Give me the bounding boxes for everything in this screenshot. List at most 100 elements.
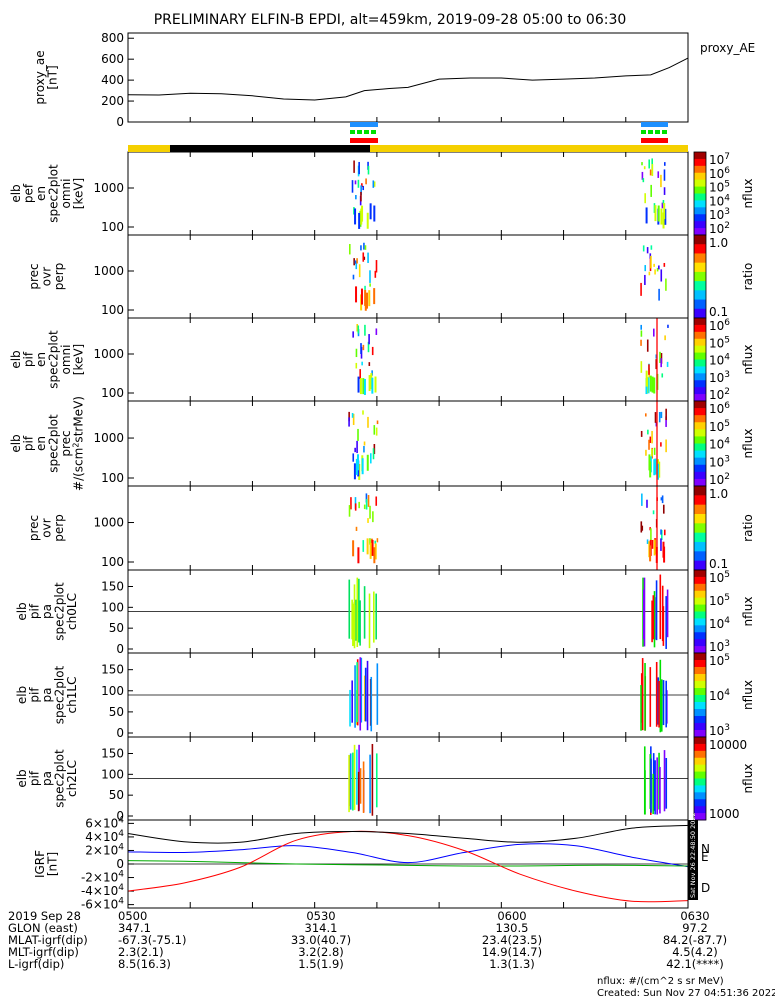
- colorbar-segment: [694, 179, 706, 188]
- mode-bar-green: [641, 130, 646, 134]
- panel-igrf: -6×104-4×104-2×10402×1044×1046×104NEDSat…: [81, 812, 710, 911]
- spectrogram-mark: [358, 212, 361, 229]
- y-axis-label-line: #/(scm2strMeV): [72, 396, 86, 491]
- panel-pa_ch1: 0 50 100 150: [101, 653, 689, 740]
- y-axis-label-line: pif: [22, 435, 36, 451]
- spectrogram-mark: [368, 290, 371, 307]
- y-tick-label: 150: [101, 663, 124, 677]
- ephemeris-value: 97.2: [682, 921, 708, 935]
- mode-bar-red: [350, 138, 378, 143]
- colorbar-tick-label: 106: [709, 318, 730, 333]
- y-axis-label-line: elb: [15, 686, 29, 704]
- spectrogram-mark: [662, 212, 665, 229]
- colorbar-segment: [694, 408, 706, 416]
- colorbar-segment: [694, 331, 706, 340]
- colorbar-segment: [694, 359, 706, 367]
- colorbar-label: ratio: [741, 263, 755, 291]
- y-axis-label-line: spec2plot: [47, 330, 61, 389]
- spectrogram-mark: [357, 547, 360, 564]
- colorbar-tick-label: 0.1: [709, 305, 728, 319]
- ephemeris-value: 14.9(14.7): [481, 945, 543, 959]
- colorbar-segment: [694, 514, 706, 524]
- colorbar-segment: [694, 757, 706, 766]
- colorbar-segment: [694, 551, 706, 562]
- panel-pa_ch2: 0 50 100 150: [101, 737, 689, 823]
- colorbar-segment: [694, 743, 706, 752]
- colorbar-pa_ch1: 105 104 103 nflux: [693, 652, 755, 738]
- ephemeris-value: 130.5: [495, 921, 529, 935]
- colorbar-segment: [694, 806, 706, 814]
- igrf-line-D: [127, 830, 689, 903]
- y-tick-label: 6×104: [85, 815, 124, 830]
- colorbar-segment: [694, 799, 706, 807]
- mode-bar-blue: [641, 122, 668, 127]
- colorbar-segment: [694, 570, 706, 578]
- colorbar-segment: [694, 625, 706, 633]
- spectrogram-mark: [653, 539, 656, 556]
- y-axis-label-line: elb: [9, 184, 23, 202]
- colorbar-segment: [694, 244, 706, 254]
- ephemeris-value: 0530: [306, 909, 336, 923]
- y-tick-label: 2×104: [85, 842, 124, 857]
- spectrogram-mark: [649, 375, 652, 392]
- colorbar-segment: [694, 709, 706, 717]
- colorbar-segment: [694, 478, 706, 487]
- y-axis-label-line: IGRF: [33, 850, 47, 878]
- colorbar-segment: [694, 450, 706, 459]
- spectrogram-mark: [371, 539, 374, 556]
- spectrogram-mark: [369, 203, 372, 220]
- colorbar-segment: [694, 436, 706, 444]
- panel-frame: [127, 400, 689, 487]
- colorbar-segment: [694, 597, 706, 606]
- y-axis-label-line: [keV]: [72, 344, 86, 375]
- colorbar-segment: [694, 415, 706, 423]
- colorbar-segment: [694, 214, 706, 222]
- spectrogram-mark: [371, 377, 374, 394]
- spectrogram-mark: [663, 203, 666, 220]
- colorbar-segment: [694, 464, 706, 473]
- colorbar-segment: [694, 394, 706, 402]
- igrf-legend-E: E: [701, 850, 709, 864]
- spectrogram-mark: [368, 375, 371, 392]
- colorbar-segment: [694, 618, 706, 626]
- colorbar-label: nflux: [741, 429, 755, 459]
- colorbar-segment: [694, 639, 706, 647]
- ephemeris-value: 0600: [497, 909, 527, 923]
- y-axis-label-line: omni: [59, 179, 73, 209]
- colorbar-tick-label: 104: [709, 437, 730, 452]
- colorbar-segment: [694, 785, 706, 793]
- colorbar-label: nflux: [741, 680, 755, 710]
- spectrogram-mark: [370, 373, 373, 390]
- y-axis-label-line: prec: [27, 515, 41, 541]
- ephemeris-value: 33.0(40.7): [290, 933, 352, 947]
- y-tick-label: 50: [109, 705, 124, 719]
- colorbar-segment: [694, 221, 706, 229]
- y-axis-label-line: spec2plot: [47, 414, 61, 473]
- y-tick-label: 100: [101, 386, 124, 400]
- y-axis-label-line: prec: [59, 430, 73, 456]
- y-axis-label-line: spec2plot: [53, 749, 67, 808]
- colorbar-segment: [694, 495, 706, 506]
- colorbar-segment: [694, 380, 706, 388]
- colorbar-tick-label: 105: [709, 570, 730, 585]
- panel-pef_ratio: 100 1000: [93, 235, 689, 318]
- y-tick-label: 0: [116, 726, 124, 740]
- side-stamp: Sat Nov 26 22:48:50 2022: [689, 812, 697, 898]
- colorbar-tick-label: 104: [709, 616, 730, 631]
- orbit-bar-dark: [170, 145, 370, 152]
- spectrogram-mark: [647, 377, 650, 394]
- y-axis-label-line: [keV]: [72, 178, 86, 209]
- colorbar-segment: [694, 338, 706, 347]
- y-tick-label: 100: [101, 471, 124, 485]
- colorbar-label: nflux: [741, 764, 755, 794]
- colorbar-segment: [694, 290, 706, 301]
- y-tick-label: 150: [101, 580, 124, 594]
- colorbar-segment: [694, 324, 706, 333]
- y-axis-label-line: spec2plot: [47, 164, 61, 223]
- y-axis-label-line: pa: [40, 771, 54, 786]
- chart-title: PRELIMINARY ELFIN-B EPDI, alt=459km, 201…: [154, 12, 627, 28]
- spectrogram-mark: [366, 212, 369, 229]
